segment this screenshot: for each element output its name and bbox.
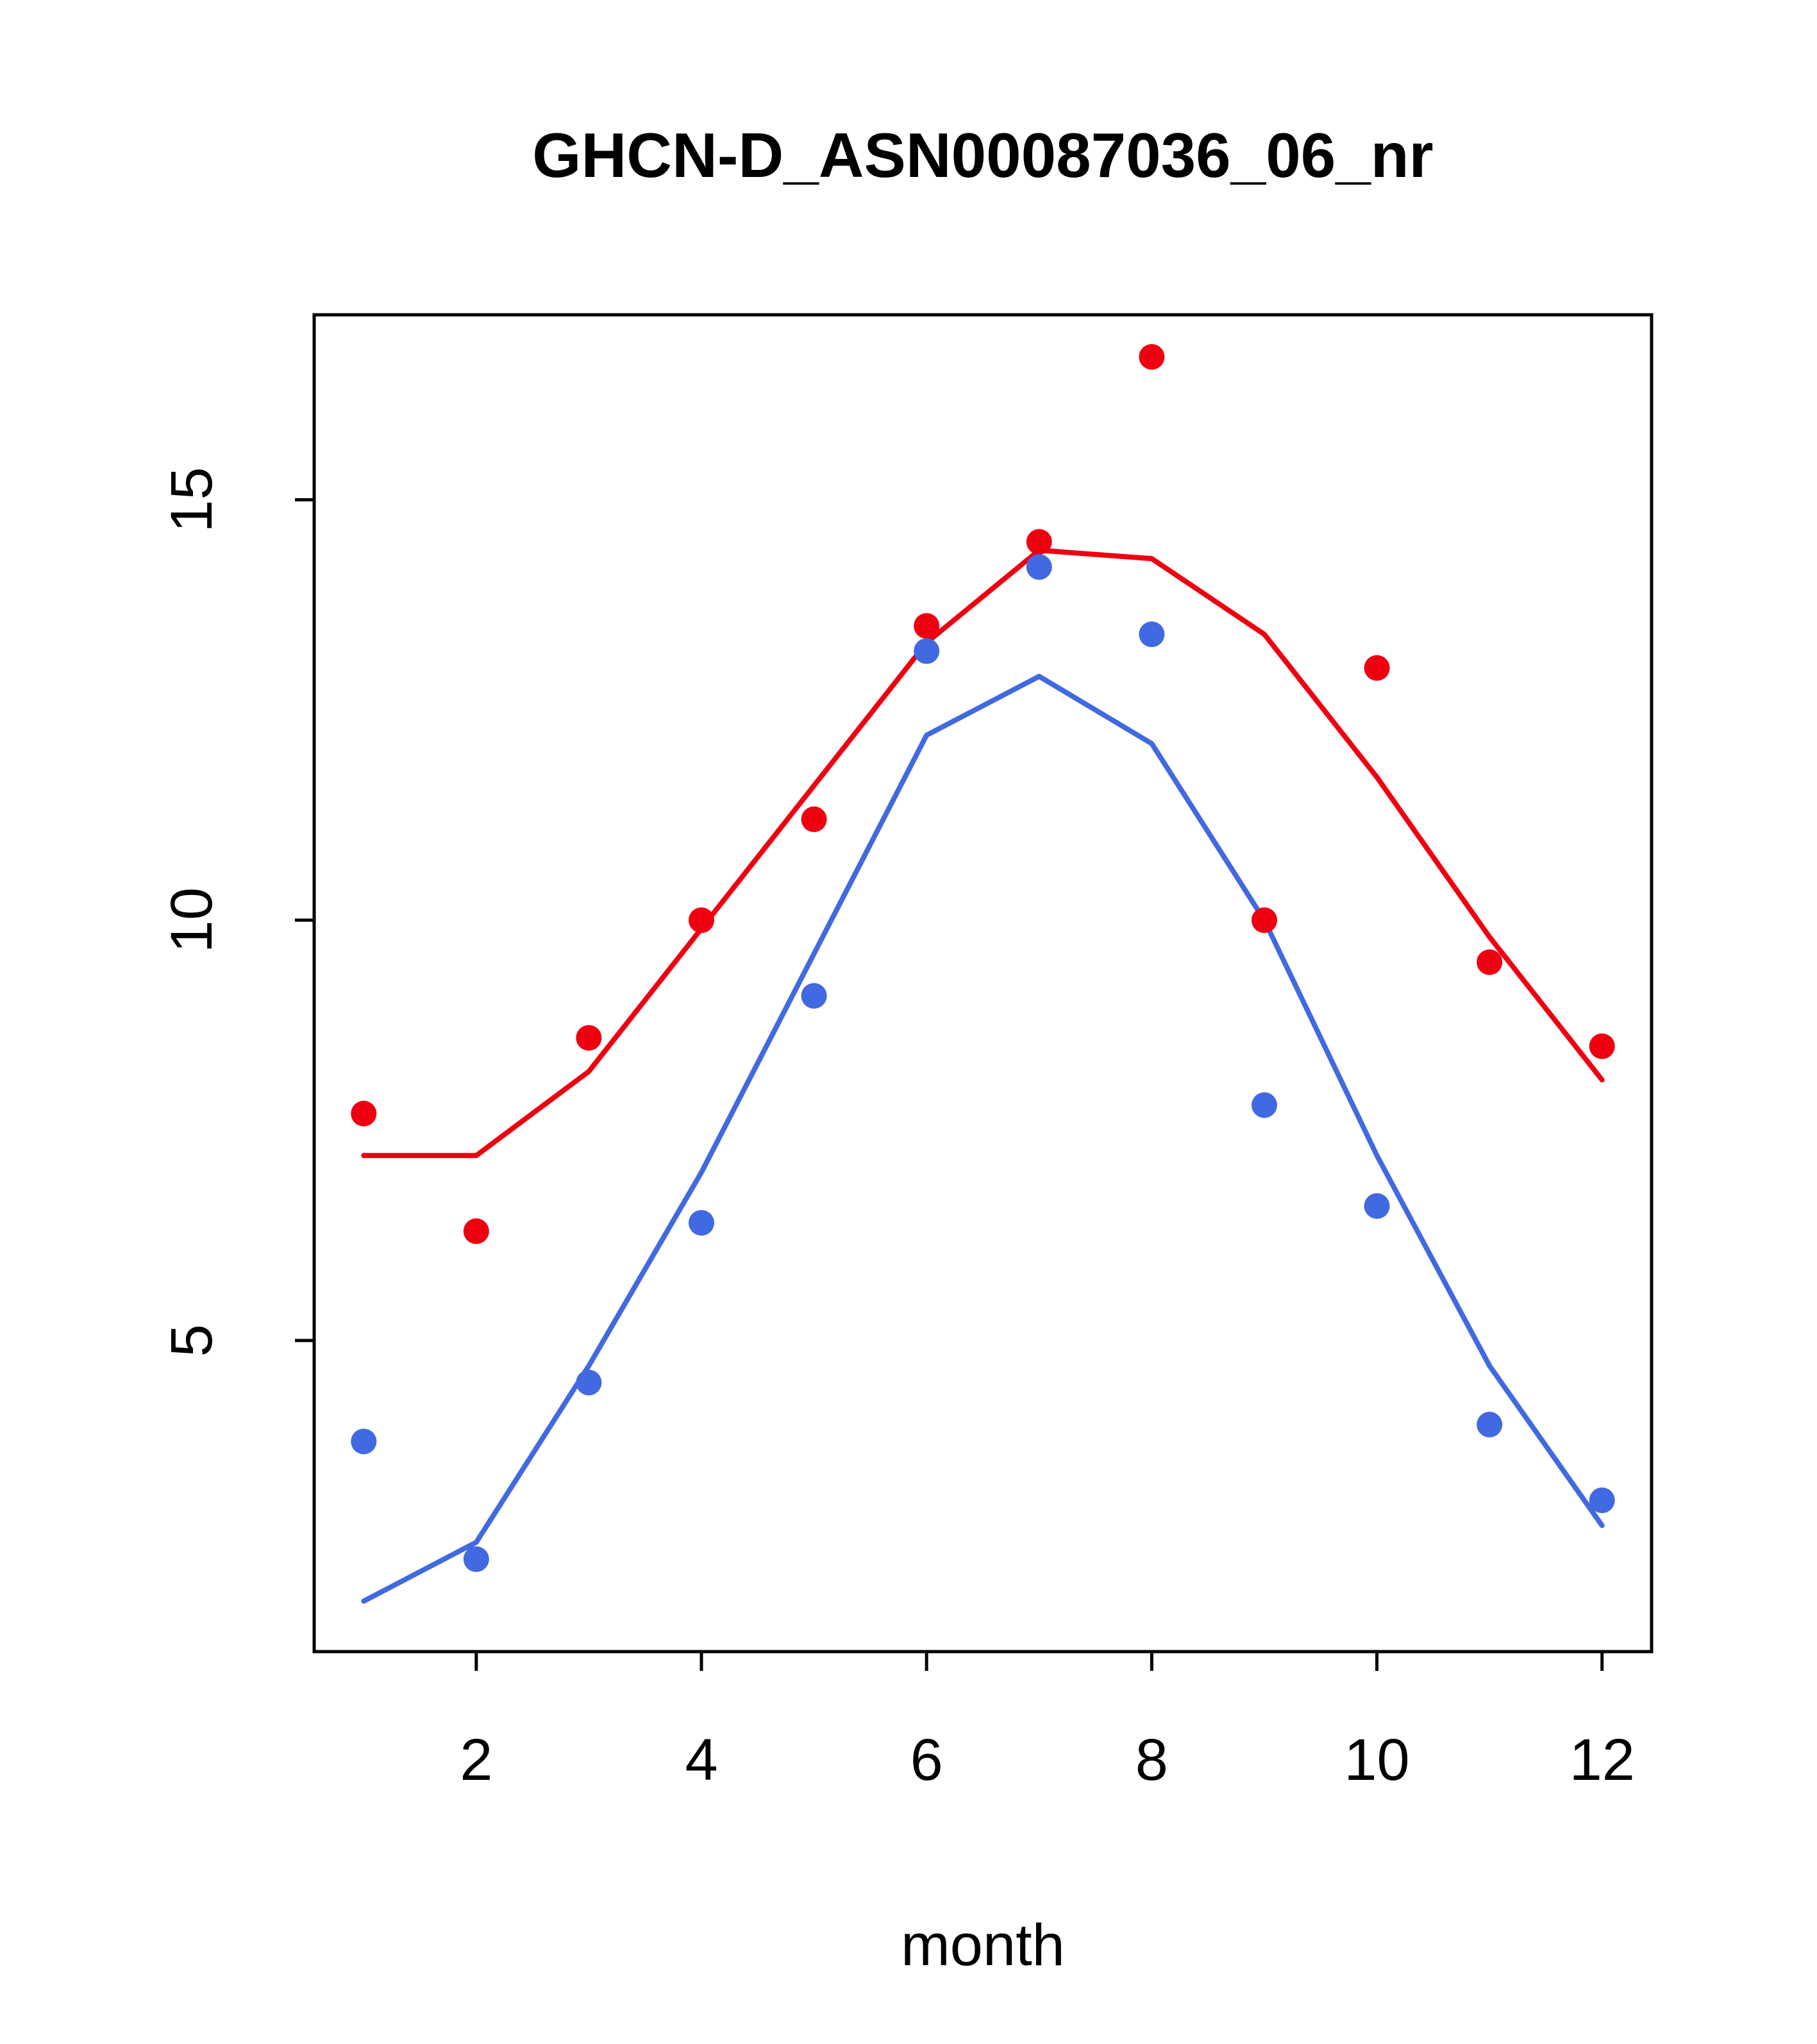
blue-points-dot [801, 983, 827, 1009]
red-points-dot [1364, 655, 1390, 681]
red-points-dot [801, 806, 827, 832]
red-points-dot [1139, 344, 1165, 370]
x-axis-label: month [901, 1913, 1065, 1978]
y-tick-label: 15 [159, 467, 224, 532]
blue-points-dot [351, 1428, 377, 1455]
x-tick-label: 4 [685, 1727, 717, 1793]
plot-border [312, 313, 1654, 1654]
red-points-dot [463, 1218, 489, 1244]
x-tick-label: 12 [1570, 1727, 1635, 1793]
x-tick-label: 6 [910, 1727, 943, 1793]
red-points-dot [1026, 529, 1052, 555]
blue-points-dot [1252, 1092, 1277, 1118]
chart-title: GHCN-D_ASN00087036_06_nr [532, 120, 1434, 190]
blue-points-dot [576, 1370, 602, 1396]
blue-points-dot [1477, 1411, 1503, 1437]
red-points-dot [914, 613, 940, 639]
blue-line [361, 673, 1605, 1604]
y-tick-label: 5 [159, 1324, 224, 1357]
red-points-dot [576, 1025, 602, 1051]
y-tick-label: 10 [159, 887, 224, 953]
x-tick-label: 2 [460, 1727, 492, 1793]
x-tick-label: 10 [1344, 1727, 1409, 1793]
blue-points-dot [1026, 554, 1052, 580]
red-points-dot [1477, 949, 1503, 975]
red-points-dot [1252, 907, 1277, 934]
blue-points-dot [1364, 1193, 1390, 1219]
red-points-dot [351, 1100, 377, 1127]
red-line [361, 548, 1605, 1159]
red-points-dot [1589, 1033, 1615, 1059]
blue-points-dot [1589, 1487, 1615, 1513]
blue-points-dot [463, 1546, 489, 1572]
x-tick-label: 8 [1135, 1727, 1168, 1793]
blue-points-dot [1139, 621, 1165, 648]
red-points-dot [689, 907, 714, 934]
blue-points-dot [914, 638, 940, 664]
blue-points-dot [689, 1210, 714, 1236]
